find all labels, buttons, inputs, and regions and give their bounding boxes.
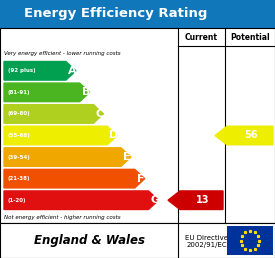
Text: (1-20): (1-20) [8, 198, 26, 203]
Text: Energy Efficiency Rating: Energy Efficiency Rating [24, 7, 207, 20]
Text: A: A [68, 66, 76, 76]
Text: Current: Current [185, 33, 218, 42]
Text: C: C [95, 109, 104, 119]
Text: D: D [109, 131, 119, 141]
Bar [0, 0, 275, 28]
Polygon shape [215, 126, 273, 145]
Text: G: G [150, 195, 160, 205]
Polygon shape [4, 126, 117, 145]
Text: (69-80): (69-80) [8, 111, 31, 116]
Bar [227, 226, 273, 255]
Text: Very energy efficient - lower running costs: Very energy efficient - lower running co… [4, 51, 121, 55]
Polygon shape [4, 169, 145, 188]
Bar [0, 28, 275, 223]
Polygon shape [4, 83, 90, 102]
Text: F: F [137, 174, 144, 184]
Bar [0, 223, 275, 258]
Text: EU Directive: EU Directive [185, 235, 228, 240]
Text: (39-54): (39-54) [8, 155, 31, 159]
Polygon shape [4, 191, 158, 209]
Text: (81-91): (81-91) [8, 90, 31, 95]
Text: (55-68): (55-68) [8, 133, 31, 138]
Text: 2002/91/EC: 2002/91/EC [186, 241, 227, 247]
Polygon shape [4, 148, 131, 166]
Text: England & Wales: England & Wales [34, 234, 144, 247]
Text: 56: 56 [244, 131, 258, 141]
Text: 13: 13 [196, 195, 210, 205]
Polygon shape [4, 105, 103, 123]
Text: E: E [123, 152, 131, 162]
Text: B: B [82, 87, 90, 97]
Polygon shape [4, 61, 76, 80]
Text: (92 plus): (92 plus) [8, 68, 36, 73]
Text: Not energy efficient - higher running costs: Not energy efficient - higher running co… [4, 214, 121, 220]
Text: Potential: Potential [230, 33, 270, 42]
Text: (21-38): (21-38) [8, 176, 31, 181]
Polygon shape [168, 191, 223, 209]
